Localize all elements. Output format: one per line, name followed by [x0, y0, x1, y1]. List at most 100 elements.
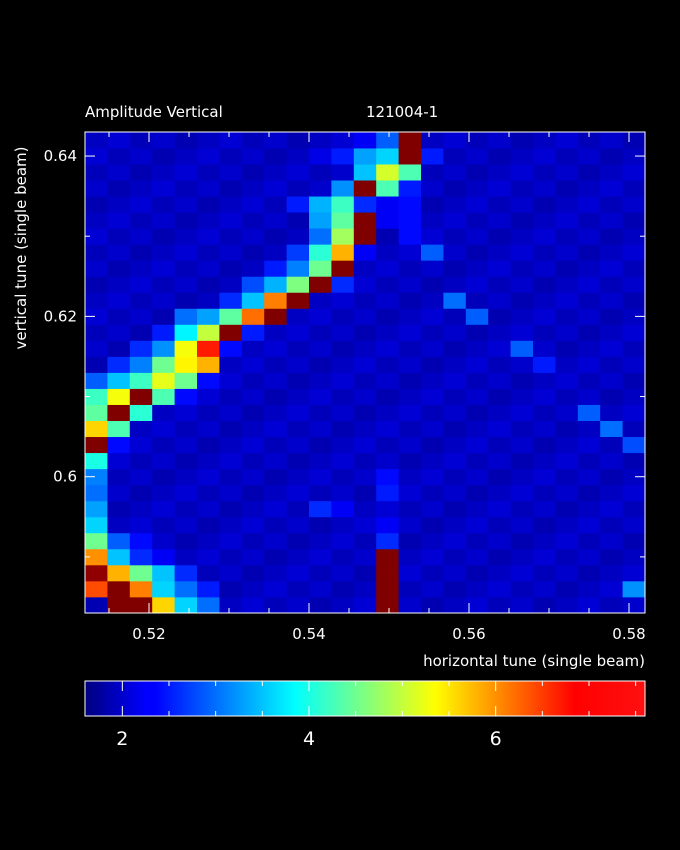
heatmap-cell: [533, 292, 556, 309]
heatmap-cell: [465, 580, 489, 598]
heatmap-cell: [398, 340, 422, 357]
heatmap-cell: [129, 420, 153, 438]
colorbar-tick-label: 4: [303, 728, 315, 750]
heatmap-cell: [421, 308, 444, 325]
heatmap-cell: [421, 292, 444, 309]
heatmap-cell: [107, 532, 131, 550]
heatmap-cell: [600, 436, 623, 454]
heatmap-cell: [398, 436, 422, 454]
heatmap-cell: [577, 548, 601, 566]
heatmap-cell: [152, 244, 175, 261]
heatmap-cell: [600, 468, 623, 486]
heatmap-cell: [129, 164, 153, 181]
heatmap-cell: [241, 228, 265, 245]
heatmap-cell: [510, 452, 534, 470]
heatmap-cell: [197, 532, 220, 550]
heatmap-cell: [398, 244, 422, 261]
heatmap-cell: [577, 436, 601, 454]
heatmap-cell: [398, 148, 422, 165]
heatmap-cell: [107, 212, 131, 229]
heatmap-cell: [152, 148, 175, 165]
heatmap-cell: [85, 372, 108, 389]
heatmap-cell: [241, 596, 265, 614]
heatmap-cell: [219, 420, 243, 438]
heatmap-cell: [555, 308, 579, 325]
heatmap-cell: [577, 228, 601, 245]
heatmap-cell: [376, 340, 399, 357]
heatmap-cell: [622, 372, 646, 389]
heatmap-cell: [331, 228, 355, 245]
heatmap-cell: [331, 276, 355, 293]
heatmap-cell: [241, 372, 265, 389]
heatmap-cell: [331, 132, 355, 149]
heatmap-cell: [85, 420, 108, 438]
heatmap-cell: [555, 388, 579, 405]
heatmap-cell: [107, 340, 131, 357]
heatmap-cell: [577, 132, 601, 149]
heatmap-cell: [219, 180, 243, 197]
heatmap-cell: [219, 356, 243, 373]
heatmap-cell: [152, 340, 175, 357]
heatmap-cell: [421, 196, 444, 213]
heatmap-cell: [398, 228, 422, 245]
heatmap-cell: [286, 516, 310, 534]
heatmap-cell: [331, 596, 355, 614]
heatmap-cell: [533, 308, 556, 325]
heatmap-cell: [510, 516, 534, 534]
heatmap-cell: [622, 356, 646, 373]
heatmap-cell: [488, 212, 511, 229]
heatmap-cell: [533, 564, 556, 582]
heatmap-cell: [421, 452, 444, 470]
heatmap-cell: [286, 532, 310, 550]
heatmap-cell: [510, 164, 534, 181]
heatmap-cell: [174, 244, 198, 261]
heatmap-cell: [465, 340, 489, 357]
heatmap-cell: [174, 596, 198, 614]
heatmap-cell: [197, 420, 220, 438]
heatmap-cell: [421, 356, 444, 373]
heatmap-cell: [577, 196, 601, 213]
heatmap-cell: [286, 212, 310, 229]
heatmap-cell: [577, 164, 601, 181]
heatmap-cell: [555, 372, 579, 389]
heatmap-cell: [85, 180, 108, 197]
heatmap-cell: [129, 260, 153, 277]
heatmap-cell: [241, 564, 265, 582]
heatmap-cell: [510, 404, 534, 421]
heatmap-cell: [398, 356, 422, 373]
heatmap-cell: [622, 308, 646, 325]
heatmap-cell: [197, 468, 220, 486]
heatmap-cell: [85, 164, 108, 181]
heatmap-cell: [129, 180, 153, 197]
heatmap-cell: [152, 436, 175, 454]
heatmap-cell: [600, 516, 623, 534]
heatmap-cell: [533, 228, 556, 245]
heatmap-cell: [129, 436, 153, 454]
heatmap-cell: [622, 500, 646, 518]
heatmap-cell: [107, 324, 131, 341]
heatmap-cell: [488, 196, 511, 213]
heatmap-cell: [398, 452, 422, 470]
heatmap-cell: [85, 388, 108, 405]
heatmap-cell: [309, 356, 332, 373]
heatmap-cell: [264, 276, 287, 293]
heatmap-cell: [600, 580, 623, 598]
heatmap-cell: [85, 196, 108, 213]
heatmap-cell: [174, 468, 198, 486]
heatmap-cell: [152, 260, 175, 277]
heatmap-cell: [555, 548, 579, 566]
heatmap-cell: [488, 308, 511, 325]
heatmap-cell: [421, 388, 444, 405]
heatmap-cell: [197, 244, 220, 261]
heatmap-cell: [533, 404, 556, 421]
heatmap-cell: [577, 516, 601, 534]
heatmap-cell: [129, 196, 153, 213]
heatmap-cell: [555, 292, 579, 309]
heatmap-cell: [129, 500, 153, 518]
chart-title: Amplitude Vertical: [85, 103, 223, 121]
heatmap-cell: [555, 132, 579, 149]
heatmap-cell: [622, 212, 646, 229]
heatmap-cell: [174, 516, 198, 534]
heatmap-cell: [219, 164, 243, 181]
heatmap-cell: [376, 356, 399, 373]
